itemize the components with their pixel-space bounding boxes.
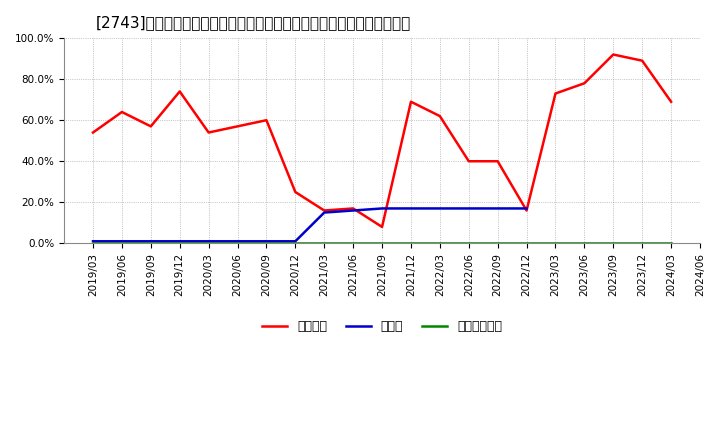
- 繰延税金資産: [667, 241, 675, 246]
- 繰延税金資産: [146, 241, 155, 246]
- のれん: [291, 238, 300, 244]
- 繰延税金資産: [493, 241, 502, 246]
- Line: のれん: のれん: [93, 209, 526, 241]
- 自己資本: [464, 158, 473, 164]
- のれん: [89, 238, 97, 244]
- 自己資本: [233, 124, 242, 129]
- 繰延税金資産: [233, 241, 242, 246]
- 自己資本: [146, 124, 155, 129]
- 繰延税金資産: [291, 241, 300, 246]
- 繰延税金資産: [204, 241, 213, 246]
- のれん: [522, 206, 531, 211]
- のれん: [348, 208, 357, 213]
- 自己資本: [493, 158, 502, 164]
- 自己資本: [551, 91, 559, 96]
- 繰延税金資産: [176, 241, 184, 246]
- 自己資本: [609, 52, 618, 57]
- Line: 自己資本: 自己資本: [93, 55, 671, 227]
- のれん: [176, 238, 184, 244]
- 自己資本: [638, 58, 647, 63]
- 繰延税金資産: [609, 241, 618, 246]
- 自己資本: [176, 89, 184, 94]
- 繰延税金資産: [407, 241, 415, 246]
- のれん: [407, 206, 415, 211]
- 繰延税金資産: [378, 241, 387, 246]
- 自己資本: [320, 208, 328, 213]
- のれん: [262, 238, 271, 244]
- のれん: [117, 238, 126, 244]
- のれん: [146, 238, 155, 244]
- 繰延税金資産: [262, 241, 271, 246]
- 繰延税金資産: [117, 241, 126, 246]
- Legend: 自己資本, のれん, 繰延税金資産: 自己資本, のれん, 繰延税金資産: [257, 315, 507, 338]
- 自己資本: [436, 114, 444, 119]
- 自己資本: [204, 130, 213, 135]
- 自己資本: [89, 130, 97, 135]
- のれん: [378, 206, 387, 211]
- のれん: [204, 238, 213, 244]
- 繰延税金資産: [638, 241, 647, 246]
- 自己資本: [262, 117, 271, 123]
- 自己資本: [580, 81, 589, 86]
- 繰延税金資産: [89, 241, 97, 246]
- 自己資本: [667, 99, 675, 104]
- 繰延税金資産: [580, 241, 589, 246]
- 自己資本: [291, 189, 300, 194]
- 繰延税金資産: [464, 241, 473, 246]
- のれん: [493, 206, 502, 211]
- 自己資本: [407, 99, 415, 104]
- Text: [2743]　自己資本、のれん、繰延税金資産の総資産に対する比率の推移: [2743] 自己資本、のれん、繰延税金資産の総資産に対する比率の推移: [96, 15, 411, 30]
- 繰延税金資産: [320, 241, 328, 246]
- 繰延税金資産: [348, 241, 357, 246]
- 自己資本: [378, 224, 387, 230]
- 繰延税金資産: [522, 241, 531, 246]
- のれん: [320, 210, 328, 215]
- 自己資本: [522, 208, 531, 213]
- のれん: [464, 206, 473, 211]
- 自己資本: [348, 206, 357, 211]
- 繰延税金資産: [436, 241, 444, 246]
- のれん: [233, 238, 242, 244]
- 自己資本: [117, 110, 126, 115]
- 繰延税金資産: [551, 241, 559, 246]
- のれん: [436, 206, 444, 211]
